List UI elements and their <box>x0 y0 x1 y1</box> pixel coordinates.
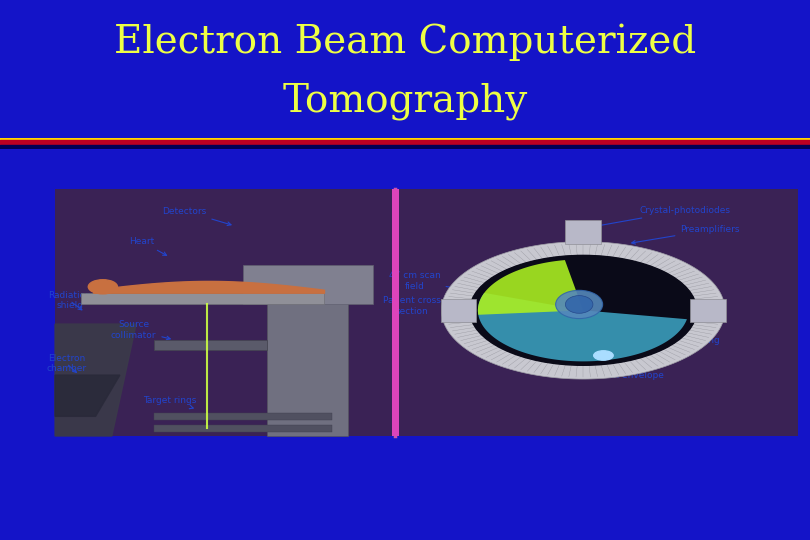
Ellipse shape <box>565 295 593 313</box>
Polygon shape <box>55 375 120 416</box>
Text: Tomography: Tomography <box>283 82 527 120</box>
FancyBboxPatch shape <box>243 265 373 305</box>
Text: Crystal-photodiodes: Crystal-photodiodes <box>579 206 731 230</box>
FancyBboxPatch shape <box>565 220 601 244</box>
Text: 47 cm scan
field: 47 cm scan field <box>389 271 459 291</box>
FancyBboxPatch shape <box>81 293 324 305</box>
FancyBboxPatch shape <box>154 413 332 420</box>
FancyBboxPatch shape <box>154 425 332 432</box>
Text: Source
collimator: Source collimator <box>111 320 170 340</box>
Text: Patient cross
section: Patient cross section <box>382 296 494 316</box>
Ellipse shape <box>556 291 603 319</box>
FancyBboxPatch shape <box>55 188 798 436</box>
Text: Target ring: Target ring <box>634 336 719 347</box>
Polygon shape <box>441 241 725 379</box>
Text: Target rings: Target rings <box>143 396 197 409</box>
Text: Detectors: Detectors <box>163 206 231 226</box>
FancyBboxPatch shape <box>267 287 348 436</box>
Text: Radiation
shield: Radiation shield <box>49 291 91 310</box>
FancyBboxPatch shape <box>441 299 476 322</box>
FancyBboxPatch shape <box>690 299 726 322</box>
Text: Vacuum envelope: Vacuum envelope <box>583 367 664 380</box>
Text: Electron Beam Computerized: Electron Beam Computerized <box>114 23 696 61</box>
Polygon shape <box>478 293 687 361</box>
Circle shape <box>594 351 613 360</box>
Text: Electron
chamber: Electron chamber <box>46 354 87 373</box>
Text: Preamplifiers: Preamplifiers <box>632 225 740 244</box>
Text: Source
collimator: Source collimator <box>634 302 726 322</box>
FancyBboxPatch shape <box>392 188 399 436</box>
Polygon shape <box>478 260 583 315</box>
Circle shape <box>470 255 697 365</box>
FancyBboxPatch shape <box>154 340 267 349</box>
Circle shape <box>88 280 117 294</box>
Polygon shape <box>55 324 136 436</box>
Text: Heart: Heart <box>129 237 167 255</box>
